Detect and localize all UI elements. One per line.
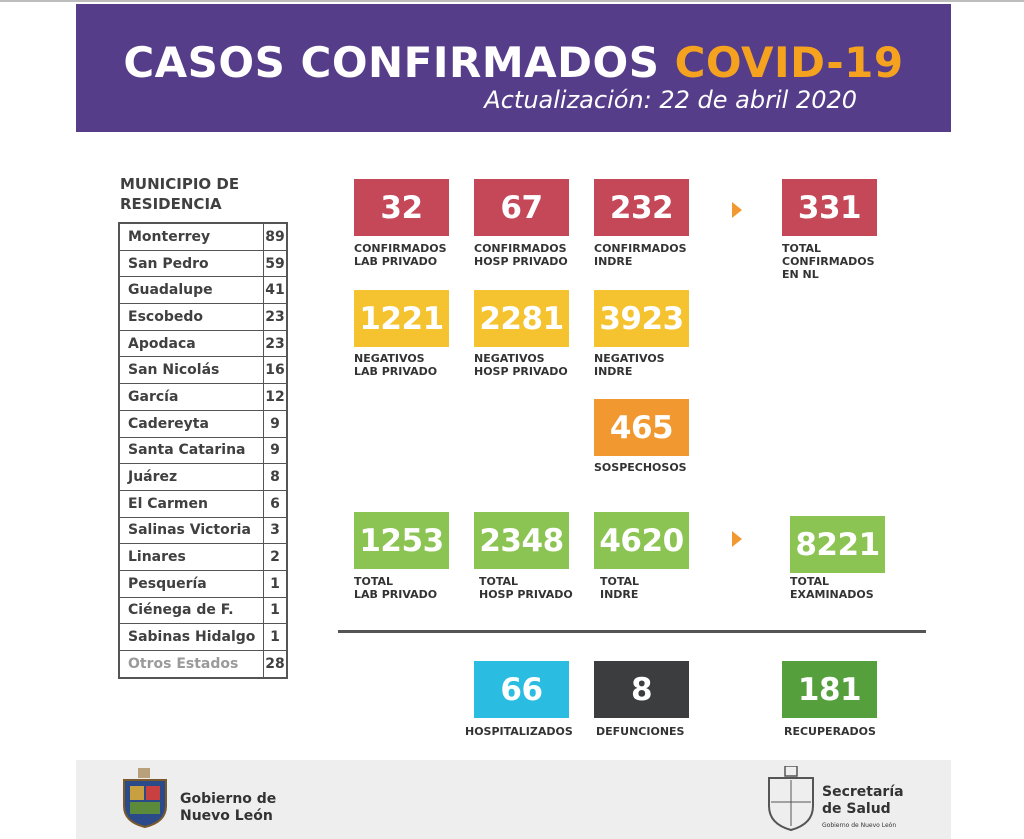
municipio-count: 3 [263,516,288,545]
table-row: Santa Catarina 9 [118,436,288,465]
municipio-count: 12 [263,383,288,411]
municipio-name: Linares [118,543,264,571]
table-row: Apodaca 23 [118,329,288,358]
total-indre-box: 4620 [594,512,689,569]
municipio-count: 1 [263,623,288,651]
arrow-right-icon [732,531,742,547]
table-row: Juárez 8 [118,463,288,491]
total-hosp-privado-box: 2348 [474,512,569,569]
table-row: García 12 [118,383,288,411]
table-row: Pesquería 1 [118,569,288,598]
total-lab-privado-label: TOTAL LAB PRIVADO [354,575,438,601]
municipio-count: 59 [263,249,288,278]
table-row: Sabinas Hidalgo 1 [118,623,288,651]
negativos-lab-privado-label: NEGATIVOS LAB PRIVADO [354,352,438,378]
defunciones-box: 8 [594,661,689,718]
municipio-name: San Nicolás [118,356,264,385]
municipio-name: Apodaca [118,329,264,358]
table-row: Ciénega de F. 1 [118,596,288,625]
sospechosos-box: 465 [594,399,689,456]
municipio-count: 6 [263,489,288,518]
footer: Gobierno de Nuevo León Secretaría de Sal… [76,760,951,839]
table-row: Monterrey 89 [118,222,288,251]
table-row: Salinas Victoria 3 [118,516,288,545]
sospechosos-label: SOSPECHOSOS [594,461,687,474]
municipio-name: Monterrey [118,222,264,251]
total-examinados-box: 8221 [790,516,885,573]
negativos-hosp-privado-label: NEGATIVOS HOSP PRIVADO [474,352,568,378]
municipio-name: Ciénega de F. [118,596,264,625]
hospitalizados-label: HOSPITALIZADOS [465,725,573,738]
negativos-lab-privado-box: 1221 [354,290,449,347]
total-examinados-label: TOTAL EXAMINADOS [790,575,874,601]
municipio-count: 8 [263,463,288,491]
municipio-name: Santa Catarina [118,436,264,465]
municipio-count: 41 [263,276,288,305]
secretaria-salud-subtext: Gobierno de Nuevo León [822,822,897,829]
total-confirmados-label: TOTAL CONFIRMADOS EN NL [782,242,875,281]
municipio-name: San Pedro [118,249,264,278]
negativos-indre-label: NEGATIVOS INDRE [594,352,665,378]
municipio-name: Salinas Victoria [118,516,264,545]
municipio-count: 9 [263,409,288,438]
recuperados-box: 181 [782,661,877,718]
salud-coat-of-arms-icon [768,766,814,832]
divider [338,630,926,633]
header-banner: CASOS CONFIRMADOS COVID-19 Actualización… [76,4,951,132]
negativos-hosp-privado-box: 2281 [474,290,569,347]
municipio-count: 1 [263,569,288,598]
municipio-name: Escobedo [118,303,264,331]
municipio-title: MUNICIPIO DE RESIDENCIA [120,175,240,213]
confirmados-lab-privado-box: 32 [354,179,449,236]
municipio-name: Cadereyta [118,409,264,438]
recuperados-label: RECUPERADOS [784,725,876,738]
table-row: Otros Estados 28 [118,649,288,679]
nuevo-leon-coat-of-arms-icon [123,768,167,828]
municipio-count: 1 [263,596,288,625]
arrow-right-icon [732,202,742,218]
municipio-count: 28 [263,649,288,679]
table-row: San Nicolás 16 [118,356,288,385]
total-confirmados-box: 331 [782,179,877,236]
title-main: CASOS CONFIRMADOS [123,38,660,87]
municipio-count: 23 [263,303,288,331]
municipio-name: García [118,383,264,411]
municipio-name: Sabinas Hidalgo [118,623,264,651]
table-row: San Pedro 59 [118,249,288,278]
secretaria-salud-text: Secretaría de Salud [822,784,904,817]
table-row: Cadereyta 9 [118,409,288,438]
municipio-count: 16 [263,356,288,385]
municipio-count: 23 [263,329,288,358]
confirmados-indre-box: 232 [594,179,689,236]
municipio-name: El Carmen [118,489,264,518]
total-lab-privado-box: 1253 [354,512,449,569]
top-border [0,0,1024,2]
table-row: Guadalupe 41 [118,276,288,305]
municipio-name: Pesquería [118,569,264,598]
title-accent: COVID-19 [674,38,904,87]
table-row: Linares 2 [118,543,288,571]
confirmados-lab-privado-label: CONFIRMADOS LAB PRIVADO [354,242,447,268]
gobierno-nl-text: Gobierno de Nuevo León [180,791,277,824]
municipio-name: Otros Estados [118,649,264,679]
municipio-name: Juárez [118,463,264,491]
municipio-count: 2 [263,543,288,571]
municipio-table: Monterrey 89 San Pedro 59 Guadalupe 41 Escobed… [118,222,288,679]
total-hosp-privado-label: TOTAL HOSP PRIVADO [479,575,573,601]
confirmados-indre-label: CONFIRMADOS INDRE [594,242,687,268]
page-title: CASOS CONFIRMADOS COVID-19 [76,38,951,87]
hospitalizados-box: 66 [474,661,569,718]
table-row: El Carmen 6 [118,489,288,518]
confirmados-hosp-privado-label: CONFIRMADOS HOSP PRIVADO [474,242,568,268]
defunciones-label: DEFUNCIONES [596,725,685,738]
table-row: Escobedo 23 [118,303,288,331]
update-date: Actualización: 22 de abril 2020 [484,86,857,114]
confirmados-hosp-privado-box: 67 [474,179,569,236]
municipio-count: 89 [263,222,288,251]
negativos-indre-box: 3923 [594,290,689,347]
municipio-count: 9 [263,436,288,465]
municipio-name: Guadalupe [118,276,264,305]
total-indre-label: TOTAL INDRE [600,575,640,601]
